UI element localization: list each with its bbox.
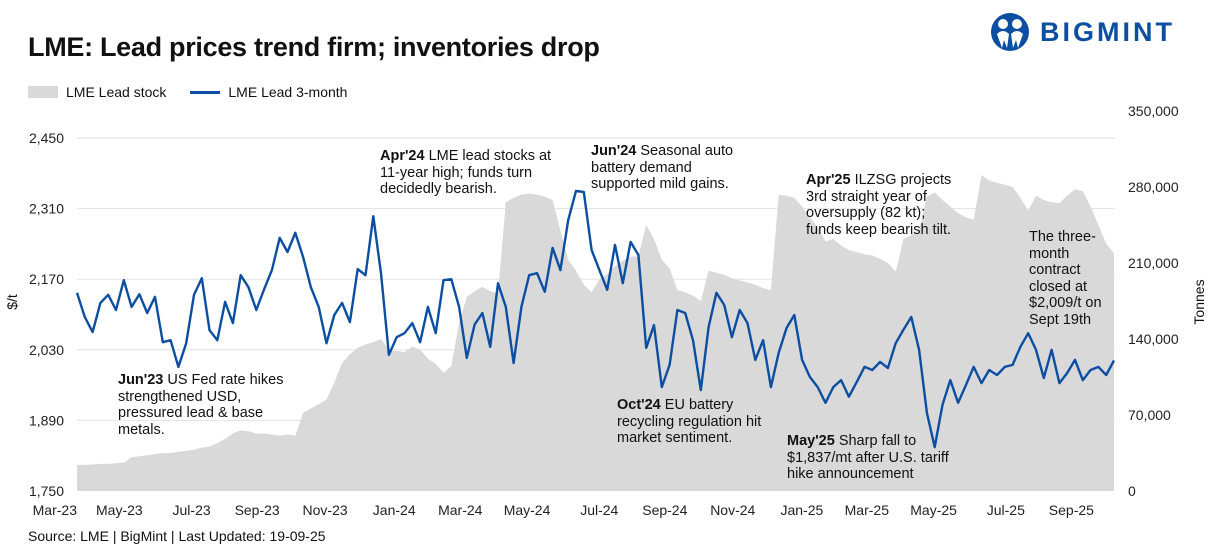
x-tick-label: Jan-24 bbox=[373, 502, 416, 518]
annotation-apr24: Apr'24 LME lead stocks at 11-year high; … bbox=[380, 148, 552, 197]
y-right-tick-label: 280,000 bbox=[1128, 179, 1179, 195]
bigmint-logo-icon bbox=[991, 13, 1029, 51]
y-left-tick-label: 2,450 bbox=[29, 130, 64, 146]
x-tick-label: Jan-25 bbox=[780, 502, 823, 518]
annotation-jun23: Jun'23 US Fed rate hikes strengthened US… bbox=[118, 372, 284, 438]
legend-label-stock: LME Lead stock bbox=[66, 84, 167, 100]
x-tick-label: Jul-23 bbox=[173, 502, 211, 518]
y-left-tick-label: 2,310 bbox=[29, 201, 64, 217]
x-tick-label: Mar-25 bbox=[845, 502, 890, 518]
y-right-tick-label: 210,000 bbox=[1128, 255, 1179, 271]
x-tick-label: May-24 bbox=[504, 502, 551, 518]
x-tick-label: Nov-23 bbox=[303, 502, 348, 518]
source-note: Source: LME | BigMint | Last Updated: 19… bbox=[28, 528, 326, 544]
y-left-tick-label: 2,030 bbox=[29, 342, 64, 358]
bigmint-logo: BIGMINT bbox=[990, 12, 1175, 52]
y-right-tick-label: 140,000 bbox=[1128, 331, 1179, 347]
annotation-apr25: Apr'25 ILZSG projects 3rd straight year … bbox=[806, 172, 952, 238]
x-tick-label: Sep-23 bbox=[235, 502, 280, 518]
annotation-may25: May'25 Sharp fall to $1,837/mt after U.S… bbox=[787, 433, 949, 482]
y-left-tick-label: 1,750 bbox=[29, 483, 64, 499]
legend-swatch-price bbox=[190, 90, 221, 94]
annotation-jun24: Jun'24 Seasonal auto battery demand supp… bbox=[591, 143, 734, 192]
annotation-oct24: Oct'24 EU battery recycling regulation h… bbox=[617, 397, 762, 446]
price-line bbox=[75, 189, 1116, 449]
y-right-tick-label: 0 bbox=[1128, 483, 1136, 499]
x-tick-label: Sep-25 bbox=[1049, 502, 1094, 518]
x-tick-label: May-23 bbox=[96, 502, 143, 518]
chart-title: LME: Lead prices trend firm; inventories… bbox=[28, 32, 600, 62]
x-tick-label: Nov-24 bbox=[710, 502, 755, 518]
y-right-tick-label: 350,000 bbox=[1128, 103, 1179, 119]
x-tick-label: May-25 bbox=[910, 502, 957, 518]
y-left-axis-title: $/t bbox=[4, 294, 20, 310]
y-left-tick-label: 1,890 bbox=[29, 412, 64, 428]
x-tick-label: Mar-24 bbox=[438, 502, 483, 518]
y-right-axis-title: Tonnes bbox=[1191, 279, 1207, 325]
y-left-tick-label: 2,170 bbox=[29, 271, 64, 287]
x-tick-label: Jul-24 bbox=[580, 502, 618, 518]
x-tick-label: Mar-23 bbox=[33, 502, 78, 518]
legend: LME Lead stock LME Lead 3-month bbox=[28, 84, 347, 100]
x-tick-label: Sep-24 bbox=[642, 502, 687, 518]
stock-area bbox=[77, 175, 1114, 491]
logo-text: BIGMINT bbox=[1040, 16, 1175, 47]
y-right-tick-label: 70,000 bbox=[1128, 407, 1171, 423]
annotation-sept-close: The three-month contract closed at $2,00… bbox=[1029, 229, 1102, 328]
x-tick-label: Jul-25 bbox=[987, 502, 1025, 518]
legend-label-price: LME Lead 3-month bbox=[228, 84, 348, 100]
legend-swatch-stock bbox=[28, 86, 58, 98]
